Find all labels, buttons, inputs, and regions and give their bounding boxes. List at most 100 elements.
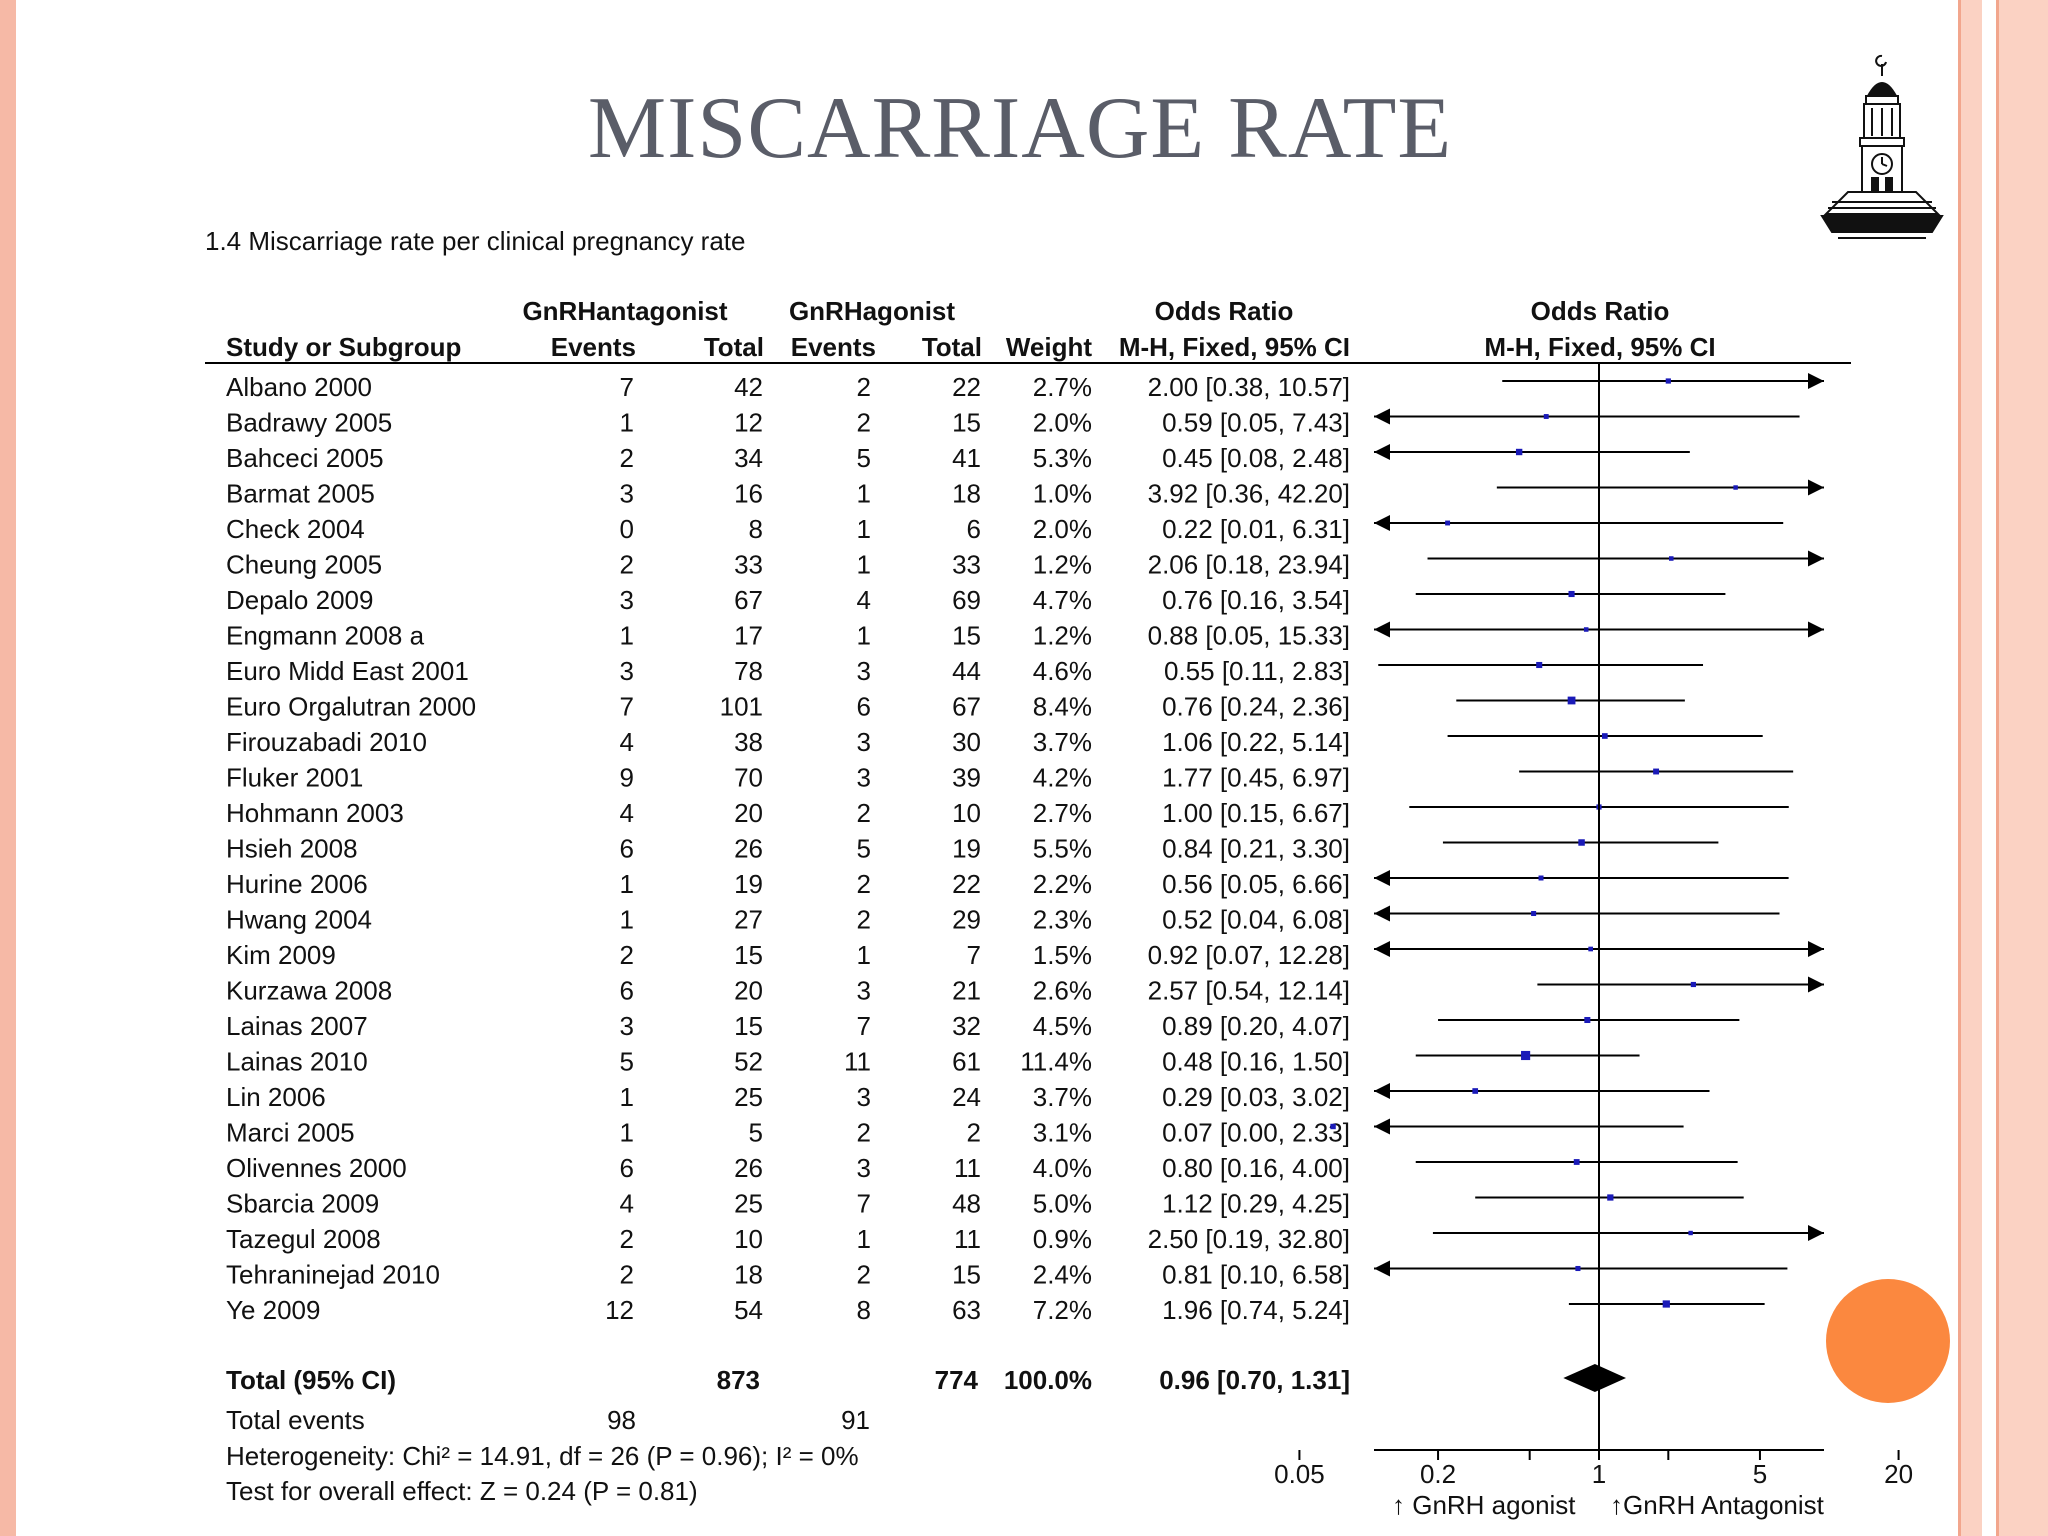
row-24-e1: 4	[620, 1189, 634, 1219]
row-9-t1: 78	[734, 656, 763, 686]
row-20-ci: 0.48 [0.16, 1.50]	[1162, 1047, 1350, 1077]
row-1-t1: 42	[734, 372, 763, 402]
row-7-t1: 67	[734, 585, 763, 615]
row-12-ci: 1.77 [0.45, 6.97]	[1162, 763, 1350, 793]
row-25-ci: 2.50 [0.19, 32.80]	[1148, 1224, 1350, 1254]
row-16-arrow-left	[1374, 905, 1390, 922]
row-4-study: Barmat 2005	[226, 479, 375, 509]
row-15-e1: 1	[620, 869, 634, 899]
row-12-e1: 9	[620, 763, 634, 793]
row-18-point	[1690, 981, 1696, 988]
header-or-method-plot: M-H, Fixed, 95% CI	[1484, 332, 1715, 362]
right-decor-band-outer	[1996, 0, 2048, 1536]
row-12-weight: 4.2%	[1033, 763, 1092, 793]
row-14-t2: 19	[952, 834, 981, 864]
total-label: Total (95% CI)	[226, 1365, 396, 1395]
row-19-t2: 32	[952, 1011, 981, 1041]
row-8-t1: 17	[734, 621, 763, 651]
row-16-t1: 27	[734, 905, 763, 935]
row-20-t1: 52	[734, 1047, 763, 1077]
row-24-t2: 48	[952, 1189, 981, 1219]
row-27-t2: 63	[952, 1295, 981, 1325]
row-6-study: Cheung 2005	[226, 550, 382, 580]
row-4-weight: 1.0%	[1033, 479, 1092, 509]
chart-title: 1.4 Miscarriage rate per clinical pregna…	[205, 226, 745, 256]
row-17-e1: 2	[620, 940, 634, 970]
row-22-arrow-left	[1374, 1118, 1390, 1135]
row-2-weight: 2.0%	[1033, 408, 1092, 438]
row-9-t2: 44	[952, 656, 981, 686]
row-3-ci: 0.45 [0.08, 2.48]	[1162, 443, 1350, 473]
row-19-e1: 3	[620, 1011, 634, 1041]
row-16-e2: 2	[857, 905, 871, 935]
row-27-e1: 12	[605, 1295, 634, 1325]
row-21-e1: 1	[620, 1082, 634, 1112]
total-diamond	[1563, 1364, 1627, 1392]
row-15-t2: 22	[952, 869, 981, 899]
row-24-e2: 7	[857, 1189, 871, 1219]
row-26-weight: 2.4%	[1033, 1260, 1092, 1290]
header-group2: GnRHagonist	[789, 296, 955, 326]
row-13-e2: 2	[857, 798, 871, 828]
row-20-e1: 5	[620, 1047, 634, 1077]
total-events-e1: 98	[607, 1405, 636, 1435]
row-6-t2: 33	[952, 550, 981, 580]
row-25-point	[1688, 1230, 1693, 1236]
row-11-e1: 4	[620, 727, 634, 757]
row-25-weight: 0.9%	[1033, 1224, 1092, 1254]
row-6-weight: 1.2%	[1033, 550, 1092, 580]
row-8-weight: 1.2%	[1033, 621, 1092, 651]
header-study: Study or Subgroup	[226, 332, 461, 362]
row-13-t1: 20	[734, 798, 763, 828]
row-5-e2: 1	[857, 514, 871, 544]
row-19-ci: 0.89 [0.20, 4.07]	[1162, 1011, 1350, 1041]
row-5-weight: 2.0%	[1033, 514, 1092, 544]
right-decor-band-edge	[1958, 0, 1961, 1536]
row-27-weight: 7.2%	[1033, 1295, 1092, 1325]
row-4-t2: 18	[952, 479, 981, 509]
row-22-weight: 3.1%	[1033, 1118, 1092, 1148]
row-1-e2: 2	[857, 372, 871, 402]
row-11-point	[1601, 733, 1608, 739]
row-21-t1: 25	[734, 1082, 763, 1112]
row-24-study: Sbarcia 2009	[226, 1189, 379, 1219]
row-10-t1: 101	[720, 692, 763, 722]
row-25-study: Tazegul 2008	[226, 1224, 381, 1254]
row-17-t2: 7	[967, 940, 981, 970]
row-25-t2: 11	[954, 1224, 981, 1254]
row-23-point	[1573, 1159, 1580, 1165]
row-26-arrow-left	[1374, 1260, 1390, 1277]
row-17-e2: 1	[857, 940, 871, 970]
row-26-ci: 0.81 [0.10, 6.58]	[1162, 1260, 1350, 1290]
row-5-arrow-left	[1374, 515, 1390, 531]
row-14-ci: 0.84 [0.21, 3.30]	[1162, 834, 1350, 864]
row-10-study: Euro Orgalutran 2000	[226, 692, 476, 722]
row-25-t1: 10	[734, 1224, 763, 1254]
header-weight: Weight	[1006, 332, 1093, 362]
row-22-t2: 2	[967, 1118, 981, 1148]
row-27-e2: 8	[857, 1295, 871, 1325]
row-17-study: Kim 2009	[226, 940, 336, 970]
row-1-e1: 7	[620, 372, 634, 402]
row-7-e1: 3	[620, 585, 634, 615]
header-or-title: Odds Ratio	[1155, 296, 1294, 326]
row-14-e2: 5	[857, 834, 871, 864]
row-19-point	[1584, 1016, 1591, 1024]
row-14-weight: 5.5%	[1033, 834, 1092, 864]
row-7-point	[1568, 590, 1575, 598]
header-events-2: Events	[791, 332, 876, 362]
header-total-2: Total	[922, 332, 982, 362]
row-15-point	[1538, 875, 1544, 881]
row-25-e2: 1	[857, 1224, 871, 1254]
row-14-e1: 6	[620, 834, 634, 864]
row-21-point	[1472, 1088, 1479, 1094]
row-11-t1: 38	[734, 727, 763, 757]
total-ci: 0.96 [0.70, 1.31]	[1159, 1365, 1350, 1395]
row-18-arrow-right	[1808, 976, 1824, 993]
row-15-e2: 2	[857, 869, 871, 899]
row-27-t1: 54	[734, 1295, 763, 1325]
left-decor-band	[0, 0, 16, 1536]
row-21-arrow-left	[1374, 1083, 1390, 1099]
row-24-ci: 1.12 [0.29, 4.25]	[1162, 1189, 1350, 1219]
